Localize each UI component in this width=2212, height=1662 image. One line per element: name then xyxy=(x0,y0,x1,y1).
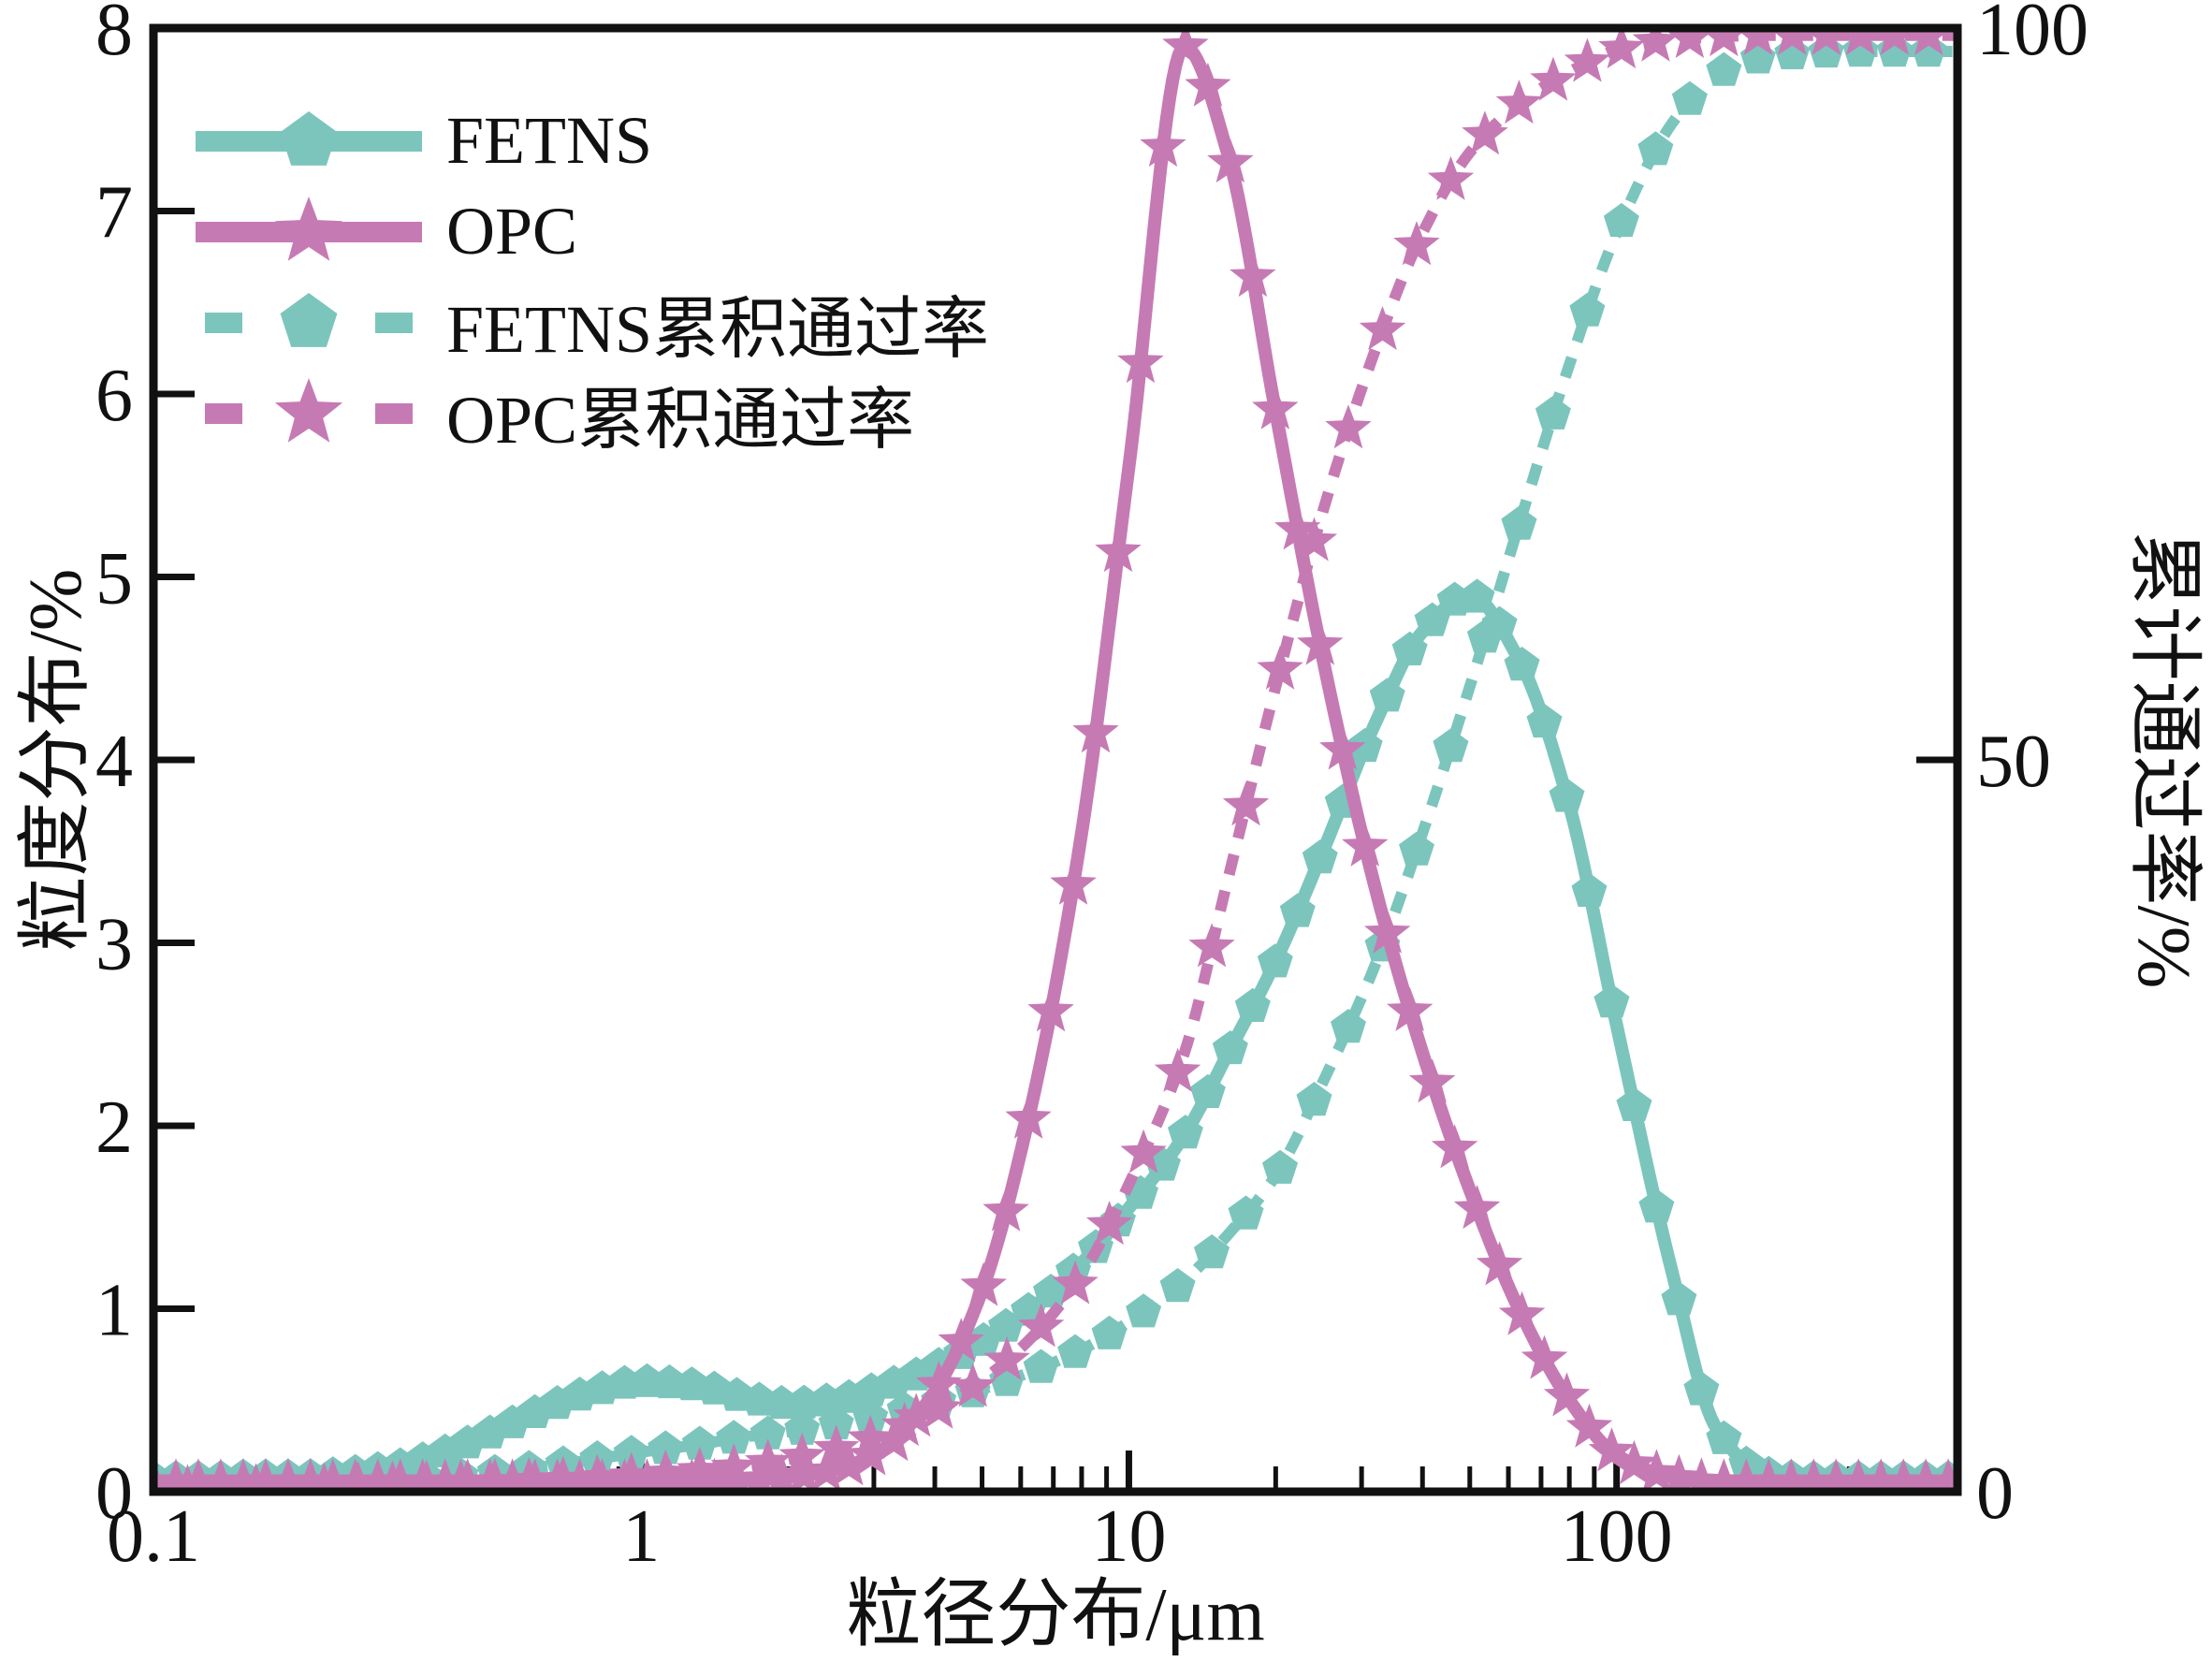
y-left-tick-label: 0 xyxy=(95,1452,133,1535)
tick-labels: 0.1 1 10 100 0 1 2 3 4 5 6 7 8 0 50 100 xyxy=(95,0,2088,1578)
y-left-axis-title: 粒度分布/% xyxy=(15,568,97,952)
legend-label: OPC xyxy=(446,194,578,269)
plot-border xyxy=(149,23,1962,1496)
series-opc_cum xyxy=(153,28,1957,1492)
x-axis-title: 粒径分布/μm xyxy=(846,1574,1265,1656)
y-left-tick-label: 3 xyxy=(95,904,133,986)
y-left-tick-label: 2 xyxy=(95,1086,133,1169)
x-tick-label: 10 xyxy=(1091,1495,1166,1578)
legend-item-fetns-cumulative: FETNS累积通过率 xyxy=(192,277,989,368)
x-tick-label: 1 xyxy=(622,1495,660,1578)
x-tick-label: 100 xyxy=(1561,1495,1673,1578)
y-left-tick-label: 4 xyxy=(95,721,133,803)
y-left-tick-label: 8 xyxy=(95,0,133,71)
legend-label: OPC累积通过率 xyxy=(446,383,915,458)
legend: FETNS OPC FETNS累积通过率 OPC累积通过率 xyxy=(192,95,989,459)
legend-sample-fetns-dashed-pentagon-icon xyxy=(205,292,413,347)
legend-sample-opc-dashed-star-icon xyxy=(205,377,413,443)
legend-label: FETNS累积通过率 xyxy=(446,292,990,367)
y-left-tick-label: 5 xyxy=(95,538,133,620)
y-left-tick-label: 7 xyxy=(95,172,133,255)
y-right-tick-label: 50 xyxy=(1976,721,2051,803)
legend-item-opc: OPC xyxy=(192,186,989,277)
y-right-tick-label: 100 xyxy=(1976,0,2088,71)
y-left-tick-label: 1 xyxy=(95,1270,133,1352)
y-left-tick-label: 6 xyxy=(95,355,133,437)
y-right-tick-label: 0 xyxy=(1976,1452,2014,1535)
legend-label: FETNS xyxy=(446,103,653,178)
legend-item-fetns: FETNS xyxy=(192,95,989,186)
y-right-axis-title: 累计通过率/% xyxy=(2122,531,2205,989)
legend-item-opc-cumulative: OPC累积通过率 xyxy=(192,368,989,459)
legend-sample-opc-solid-star-icon xyxy=(196,196,422,261)
x-tick-label: 0.1 xyxy=(107,1495,200,1578)
legend-sample-fetns-solid-pentagon-icon xyxy=(196,110,422,166)
series-group xyxy=(153,28,1957,1492)
series-fetns_dist xyxy=(153,578,1957,1492)
